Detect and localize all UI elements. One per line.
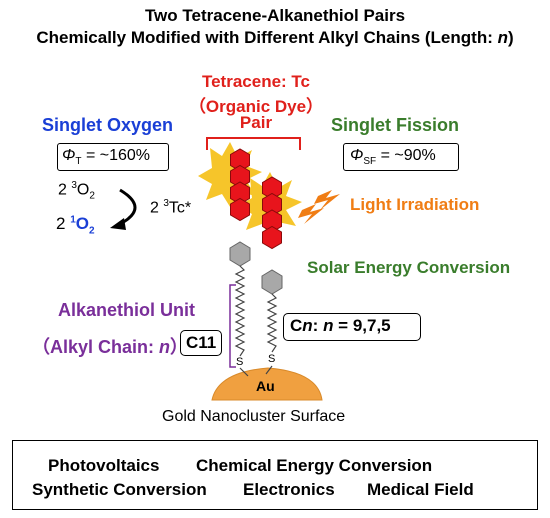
singlet-oxygen-yield-box: [57, 143, 169, 171]
right-tetracene-ring-2: [262, 192, 282, 217]
conversion-arrowhead: [110, 218, 126, 230]
triplet-oxygen-label: 2 3O2: [58, 180, 95, 202]
singlet-fission-heading: Singlet Fission: [331, 115, 460, 135]
right-tetracene-ring-3: [262, 209, 282, 233]
left-phenyl-ring: [229, 241, 251, 267]
organic-dye-label: （Organic Dye）: [188, 97, 324, 116]
title-line-1: Two Tetracene-Alkanethiol Pairs: [144, 6, 406, 25]
surface-label: Gold Nanocluster Surface: [162, 408, 346, 425]
singlet-fission-yield: ΦSF = ~90%: [350, 147, 436, 168]
sulfur-label-right: S: [268, 353, 276, 365]
gold-nanocluster: [211, 367, 323, 401]
left-tetracene: [230, 148, 250, 222]
app-medical-field: Medical Field: [367, 480, 474, 499]
gold-label: Au: [256, 378, 275, 394]
right-tetracene: [262, 176, 282, 250]
cn-box: [283, 313, 421, 341]
left-alkyl-chain: [234, 265, 246, 357]
right-phenyl-ring: [261, 269, 283, 295]
right-s-bond: [265, 365, 273, 375]
singlet-fission-yield-box: [343, 143, 459, 171]
title-line-2: Chemically Modified with Different Alkyl…: [36, 28, 514, 47]
conversion-arrow: [119, 188, 137, 226]
triplet-tetracene-label: 2 3Tc*: [150, 198, 192, 217]
right-alkyl-chain: [266, 293, 278, 353]
app-photovoltaics: Photovoltaics: [48, 456, 160, 475]
app-electronics: Electronics: [243, 480, 335, 499]
pair-bracket: [206, 137, 301, 150]
cn-label: Cn: n = 9,7,5: [290, 316, 391, 335]
right-tetracene-ring-4: [262, 225, 282, 250]
c11-box: [180, 330, 222, 356]
left-tetracene-ring-3: [230, 181, 250, 205]
lightning-bolt-2: [298, 204, 324, 224]
app-chemical-energy: Chemical Energy Conversion: [196, 456, 433, 475]
solar-energy-label: Solar Energy Conversion: [307, 258, 511, 277]
left-s-bond: [239, 367, 249, 377]
app-synthetic-conversion: Synthetic Conversion: [32, 480, 207, 499]
lightning-bolt-1: [314, 190, 340, 210]
alkyl-bracket: [229, 284, 236, 368]
sulfur-label-left: S: [236, 356, 244, 368]
alkanethiol-heading: Alkanethiol Unit: [58, 300, 196, 320]
left-tetracene-ring-2: [230, 164, 250, 189]
left-tetracene-ring-1: [230, 148, 250, 172]
singlet-oxygen-heading: Singlet Oxygen: [42, 115, 174, 135]
c11-label: C11: [186, 333, 217, 352]
left-tetracene-ring-4: [230, 197, 250, 222]
right-tetracene-ring-1: [262, 176, 282, 200]
applications-box: [12, 440, 538, 510]
singlet-oxygen-label: 2 1O2: [56, 214, 95, 237]
pair-label: Pair: [239, 113, 273, 132]
light-irradiation-label: Light Irradiation: [350, 195, 480, 214]
tetracene-label: Tetracene: Tc: [201, 72, 311, 91]
singlet-oxygen-yield: ΦT = ~160%: [62, 147, 150, 168]
